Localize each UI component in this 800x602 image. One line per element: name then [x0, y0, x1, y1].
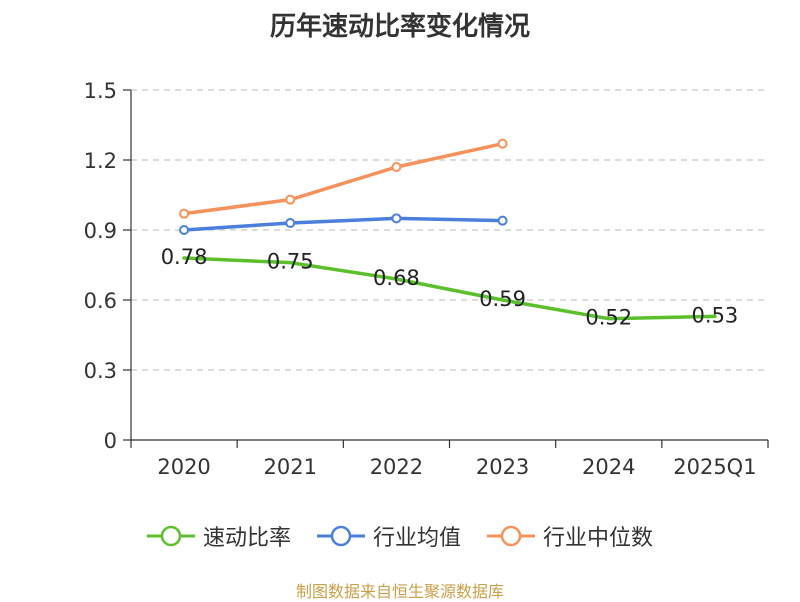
x-tick-label: 2022 [370, 455, 423, 479]
x-tick-label: 2025Q1 [673, 455, 756, 479]
legend-item-industry-mean[interactable]: 行业均值 [316, 520, 461, 552]
legend-item-industry-median[interactable]: 行业中位数 [487, 520, 653, 552]
y-tick-label: 0.6 [84, 289, 117, 313]
y-tick-label: 0.3 [84, 359, 117, 383]
data-label: 0.68 [373, 266, 420, 290]
data-point [179, 225, 190, 235]
legend-swatch-icon [487, 525, 535, 547]
chart-title: 历年速动比率变化情况 [269, 12, 530, 42]
legend-swatch-icon [146, 525, 195, 547]
legend-item-quick-ratio[interactable]: 速动比率 [146, 520, 291, 552]
data-label: 0.75 [267, 250, 314, 274]
series-line [182, 216, 505, 232]
legend-label: 速动比率 [202, 526, 291, 551]
y-tick-label: 1.5 [84, 79, 117, 103]
legend-label: 行业中位数 [543, 526, 654, 551]
data-point [391, 213, 402, 224]
x-tick-label: 2023 [476, 455, 529, 479]
legend-label: 行业均值 [372, 526, 461, 551]
data-point [179, 208, 190, 219]
x-tick-label: 2021 [264, 455, 317, 479]
data-label: 0.53 [692, 303, 739, 327]
y-tick-label: 0.9 [84, 219, 117, 243]
data-point [285, 194, 296, 205]
legend: 速动比率 行业均值 行业中位数 [0, 520, 800, 552]
source-note: 制图数据来自恒生聚源数据库 [295, 582, 504, 601]
data-point [285, 218, 296, 228]
legend-swatch-icon [316, 525, 365, 547]
series-line [182, 141, 505, 216]
data-label: 0.59 [479, 287, 526, 311]
x-tick-label: 2020 [157, 455, 210, 479]
y-tick-label: 1.2 [84, 149, 117, 173]
y-tick-label: 0 [104, 429, 117, 453]
x-tick-label: 2024 [582, 455, 635, 479]
data-label: 0.52 [585, 306, 632, 330]
data-point [497, 215, 508, 226]
data-point [497, 138, 508, 149]
data-point [391, 162, 402, 172]
data-label: 0.78 [161, 245, 208, 269]
series-line [182, 256, 717, 321]
